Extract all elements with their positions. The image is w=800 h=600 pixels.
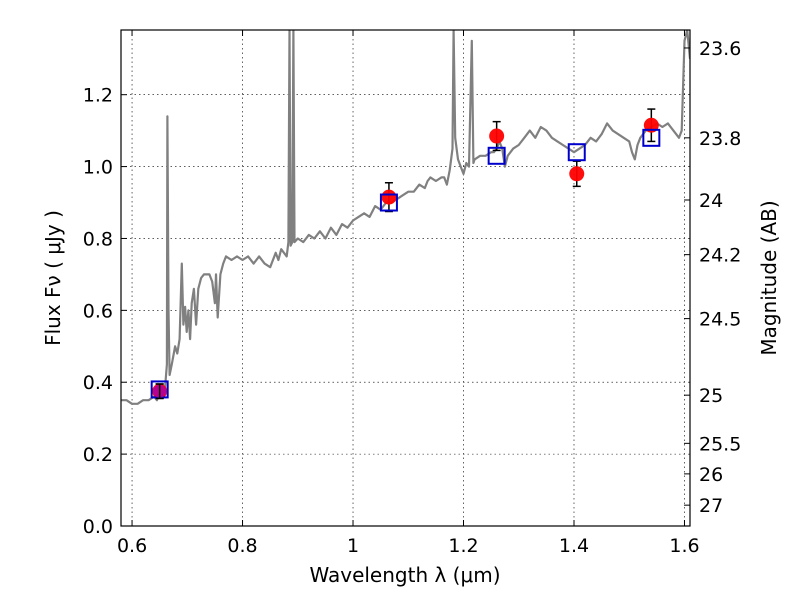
x-tick-label: 0.6	[117, 535, 147, 557]
right-tick-label: 23.8	[699, 128, 741, 150]
y-right-axis-label: Magnitude (AB)	[757, 200, 781, 355]
right-tick-label: 25.5	[699, 433, 741, 455]
x-tick-label: 1.4	[559, 535, 589, 557]
model-photometry-square	[379, 193, 398, 212]
right-tick-label: 23.6	[699, 38, 741, 60]
observed-point	[489, 128, 505, 144]
y-tick-label: 0.2	[83, 444, 113, 466]
model-photometry-square	[642, 128, 661, 147]
y-tick-label: 0.6	[83, 300, 113, 322]
right-tick-label: 27	[699, 495, 723, 517]
plot-frame	[120, 29, 691, 527]
y-tick-label: 1.0	[83, 157, 113, 179]
model-photometry-square	[487, 146, 506, 165]
right-tick-label: 24.5	[699, 309, 741, 331]
observed-point	[569, 166, 585, 182]
y-tick-label: 0.4	[83, 372, 113, 394]
y-axis-label: Flux Fν ( μJy )	[41, 210, 65, 346]
right-tick-label: 25	[699, 385, 723, 407]
model-photometry-square	[567, 143, 586, 162]
x-tick-label: 0.8	[227, 535, 257, 557]
spectrum-line	[121, 30, 690, 405]
x-axis-label: Wavelength λ (μm)	[309, 563, 500, 587]
x-tick-label: 1	[347, 535, 359, 557]
y-tick-label: 0.8	[83, 228, 113, 250]
observed-point	[381, 189, 397, 205]
y-tick-label: 0.0	[83, 516, 113, 538]
y-tick-label: 1.2	[83, 85, 113, 107]
right-tick-label: 24	[699, 190, 723, 212]
plot-area	[121, 30, 690, 405]
x-tick-label: 1.6	[669, 535, 699, 557]
axes: 0.6 0.8 1 1.2 1.4 1.6 0.0 0.2 0.4 0.6 0.8 1.0 1.2 23.…	[83, 30, 741, 557]
right-tick-label: 26	[699, 464, 723, 486]
right-tick-label: 24.2	[699, 245, 741, 267]
x-tick-label: 1.2	[448, 535, 478, 557]
